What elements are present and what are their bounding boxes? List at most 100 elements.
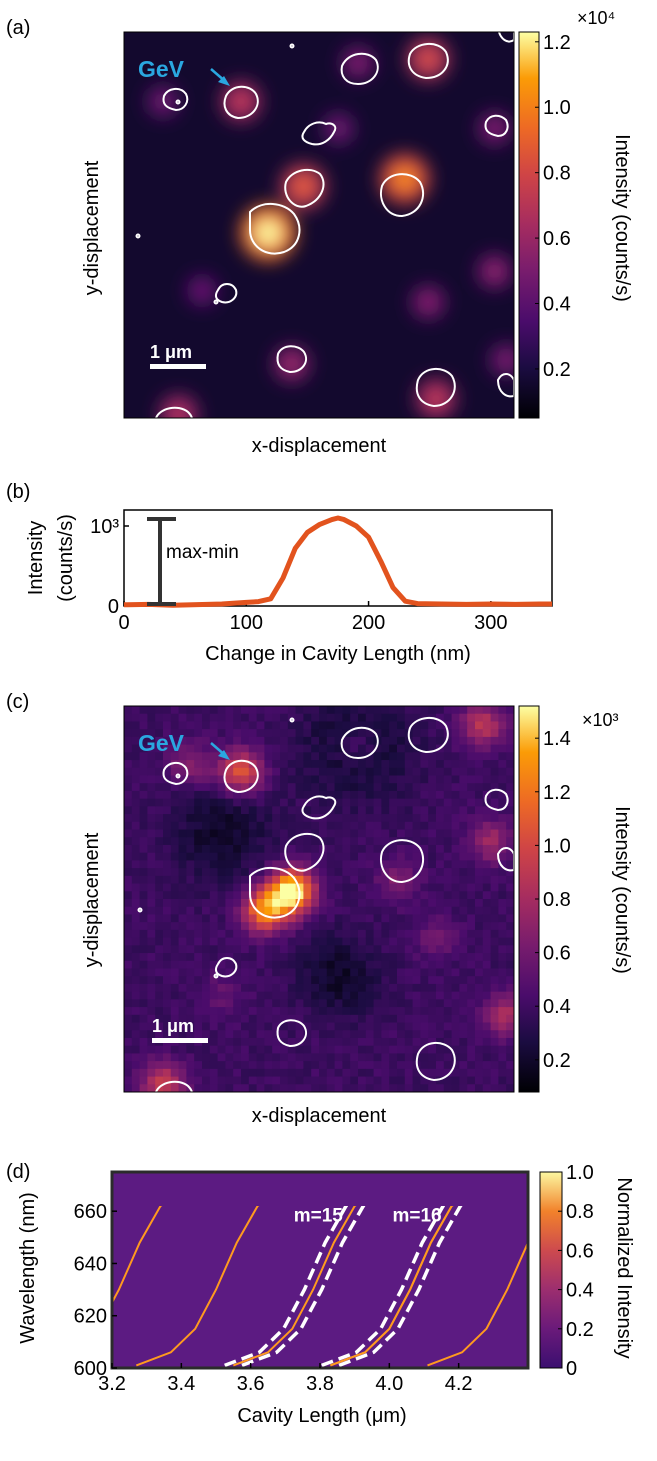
panel-c-heatmap-pixel — [490, 929, 499, 939]
panel-c-colorbar-tick-label: 1.2 — [543, 782, 571, 804]
panel-c-heatmap-pixel — [365, 736, 375, 746]
panel-c-heatmap-pixel — [319, 790, 328, 800]
panel-c-heatmap-pixel — [272, 1084, 281, 1092]
panel-c-heatmap-pixel — [186, 760, 195, 769]
panel-c-heatmap-pixel — [155, 806, 164, 815]
panel-c-heatmap-pixel — [131, 1022, 141, 1031]
panel-c-heatmap-pixel — [280, 953, 289, 962]
panel-c-heatmap-pixel — [342, 1007, 351, 1016]
panel-c-heatmap-pixel — [475, 713, 484, 723]
panel-c-heatmap-pixel — [373, 1084, 382, 1092]
panel-c-heatmap-pixel — [412, 844, 421, 854]
panel-c-heatmap-pixel — [443, 814, 453, 823]
panel-c-heatmap-pixel — [506, 945, 514, 954]
panel-c-heatmap-pixel — [420, 891, 429, 900]
panel-c-heatmap-pixel — [131, 852, 141, 861]
panel-c-heatmap-pixel — [209, 1068, 219, 1078]
panel-c-heatmap-pixel — [326, 837, 336, 846]
panel-c-heatmap-pixel — [475, 844, 484, 854]
panel-c-heatmap-pixel — [373, 775, 382, 784]
panel-c-heatmap-pixel — [225, 968, 234, 977]
panel-c-heatmap-pixel — [241, 790, 250, 800]
panel-c-heatmap-pixel — [443, 806, 453, 815]
panel-c-heatmap-pixel — [194, 1014, 203, 1024]
panel-c-heatmap-pixel — [295, 798, 304, 807]
panel-c-heatmap-pixel — [287, 953, 297, 962]
panel-c-heatmap-pixel — [342, 713, 351, 723]
panel-c-heatmap-pixel — [482, 829, 492, 838]
panel-c-heatmap-pixel — [131, 721, 141, 730]
panel-c-heatmap-pixel — [264, 713, 273, 723]
panel-c-heatmap-pixel — [428, 829, 437, 838]
panel-c-heatmap-pixel — [373, 899, 382, 908]
panel-c-heatmap-pixel — [248, 829, 258, 838]
panel-c-heatmap-pixel — [303, 883, 312, 892]
panel-c-heatmap-pixel — [147, 1007, 156, 1016]
panel-c-heatmap-pixel — [202, 767, 211, 777]
panel-c-heatmap-pixel — [404, 1053, 414, 1062]
panel-c-heatmap-pixel — [443, 783, 453, 792]
panel-c-heatmap-pixel — [295, 1053, 304, 1062]
panel-c-heatmap-pixel — [365, 767, 375, 777]
panel-c-heatmap-pixel — [225, 706, 234, 715]
panel-c-heatmap-pixel — [475, 1007, 484, 1016]
panel-c-heatmap-pixel — [233, 968, 242, 977]
panel-c-heatmap-pixel — [131, 1053, 141, 1062]
panel-c-heatmap-pixel — [326, 1084, 336, 1092]
panel-c-colorbar-tick-label: 0.6 — [543, 943, 571, 965]
panel-c-heatmap-pixel — [202, 868, 211, 877]
panel-c-heatmap-pixel — [334, 1022, 343, 1031]
panel-c-heatmap-pixel — [404, 798, 414, 807]
panel-c-heatmap-pixel — [467, 767, 476, 777]
panel-a-emitter-core — [284, 356, 300, 372]
panel-c-heatmap-pixel — [490, 783, 499, 792]
panel-c-heatmap-pixel — [365, 806, 375, 815]
panel-c-heatmap-pixel — [155, 814, 164, 823]
panel-c-heatmap-pixel — [194, 868, 203, 877]
panel-a-colorbar — [518, 31, 540, 419]
panel-c-heatmap-pixel — [467, 960, 476, 970]
panel-c-heatmap-pixel — [373, 976, 382, 985]
panel-d-xtick-label: 4.2 — [445, 1373, 473, 1395]
panel-c-heatmap-pixel — [186, 1053, 195, 1062]
panel-c-heatmap-pixel — [350, 906, 359, 916]
panel-c-heatmap-pixel — [233, 1014, 242, 1024]
panel-c-heatmap-pixel — [428, 706, 437, 715]
panel-c-heatmap-pixel — [397, 837, 406, 846]
panel-c-heatmap-pixel — [217, 899, 226, 908]
panel-c-heatmap-pixel — [311, 875, 320, 885]
panel-c-heatmap-pixel — [295, 814, 304, 823]
panel-c-heatmap-pixel — [443, 821, 453, 831]
panel-c-heatmap-pixel — [311, 999, 320, 1008]
panel-c-heatmap-pixel — [131, 906, 141, 916]
panel-c-heatmap-pixel — [365, 790, 375, 800]
panel-c-heatmap-pixel — [155, 991, 164, 1000]
panel-c-heatmap-pixel — [155, 1068, 164, 1078]
panel-c-heatmap-pixel — [482, 806, 492, 815]
panel-c-heatmap-pixel — [241, 706, 250, 715]
panel-c-heatmap-pixel — [163, 821, 172, 831]
panel-a-colorbar-ticks: 1.21.00.80.60.40.2 — [535, 32, 571, 381]
panel-c-heatmap-pixel — [186, 891, 195, 900]
panel-c-heatmap-pixel — [155, 937, 164, 946]
panel-c-heatmap-pixel — [217, 991, 226, 1000]
panel-c-heatmap-pixel — [498, 968, 507, 977]
panel-c-heatmap-pixel — [225, 837, 234, 846]
panel-c-heatmap-pixel — [178, 775, 187, 784]
panel-c-heatmap-pixel — [451, 906, 460, 916]
panel-c-heatmap-pixel — [241, 860, 250, 869]
panel-c-heatmap-pixel — [498, 798, 507, 807]
panel-c-heatmap-pixel — [404, 829, 414, 838]
panel-c-heatmap-pixel — [404, 968, 414, 977]
panel-c-heatmap-pixel — [163, 1045, 172, 1054]
panel-c-heatmap-pixel — [365, 891, 375, 900]
panel-c-heatmap-pixel — [506, 983, 514, 993]
panel-c-heatmap-pixel — [194, 829, 203, 838]
panel-c-heatmap-pixel — [233, 1053, 242, 1062]
panel-d-mode-curve — [330, 1206, 454, 1367]
panel-c-heatmap-pixel — [389, 706, 398, 715]
panel-c-heatmap-pixel — [272, 968, 281, 977]
panel-c-heatmap-pixel — [467, 814, 476, 823]
panel-c-heatmap-pixel — [389, 806, 398, 815]
panel-c-heatmap-pixel — [233, 899, 242, 908]
